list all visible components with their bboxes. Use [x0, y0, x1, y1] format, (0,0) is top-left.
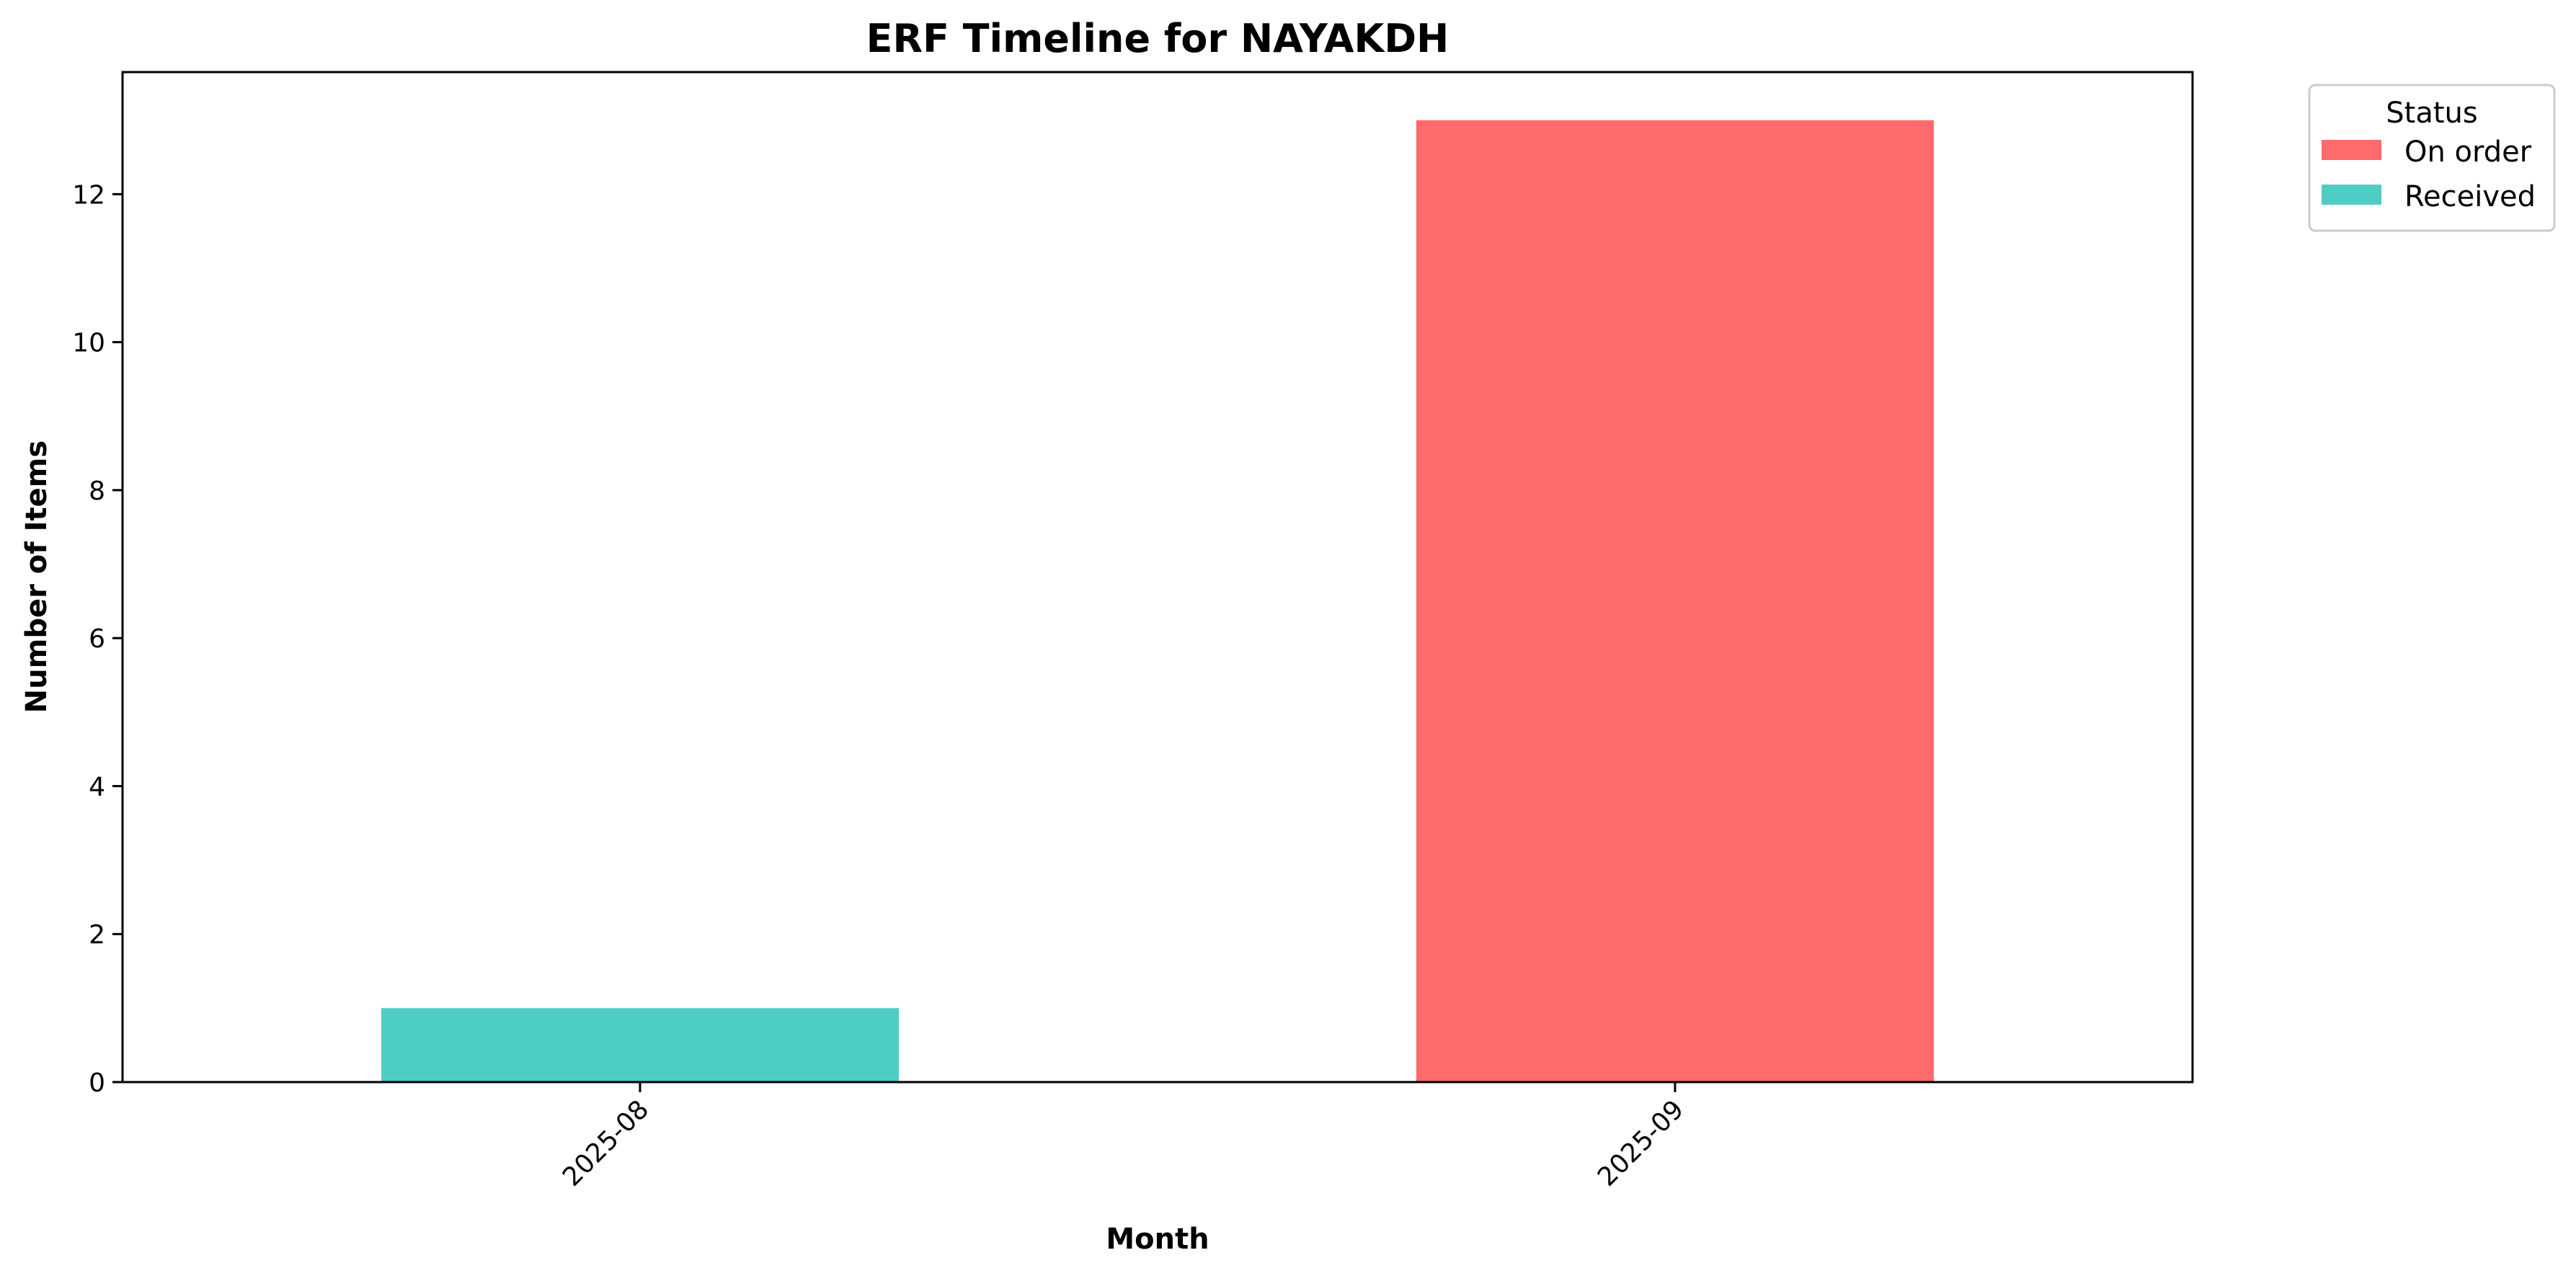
- y-tick-label: 8: [89, 477, 105, 506]
- y-tick-label: 6: [89, 624, 105, 654]
- legend-entries: On order Received: [2322, 136, 2536, 213]
- bars-group: [381, 120, 1934, 1083]
- bar-on-order-2025-09: [1416, 120, 1934, 1083]
- x-axis: 2025-08 2025-09: [557, 1082, 1689, 1192]
- bar-received-2025-08: [381, 1008, 899, 1082]
- y-tick-label: 4: [89, 772, 105, 802]
- y-axis-title: Number of Items: [20, 440, 53, 713]
- x-tick-label: 2025-08: [557, 1094, 654, 1192]
- x-axis-title: Month: [1106, 1223, 1209, 1256]
- y-tick-label: 2: [89, 921, 105, 950]
- legend: Status On order Received: [2308, 84, 2556, 232]
- y-tick-label: 10: [72, 329, 105, 358]
- y-tick-label: 0: [89, 1068, 105, 1098]
- legend-swatch-received: [2322, 185, 2381, 205]
- legend-label-on-order: On order: [2404, 136, 2532, 169]
- y-tick-label: 12: [72, 180, 105, 210]
- plot-area-frame: [121, 71, 2194, 1084]
- chart-title: ERF Timeline for NAYAKDH: [866, 16, 1449, 61]
- legend-label-received: Received: [2404, 180, 2536, 213]
- x-tick-label: 2025-09: [1592, 1094, 1689, 1192]
- legend-swatch-on-order: [2322, 140, 2381, 160]
- y-axis: 0 2 4 6 8 10 12: [72, 180, 123, 1098]
- legend-title: Status: [2386, 97, 2477, 130]
